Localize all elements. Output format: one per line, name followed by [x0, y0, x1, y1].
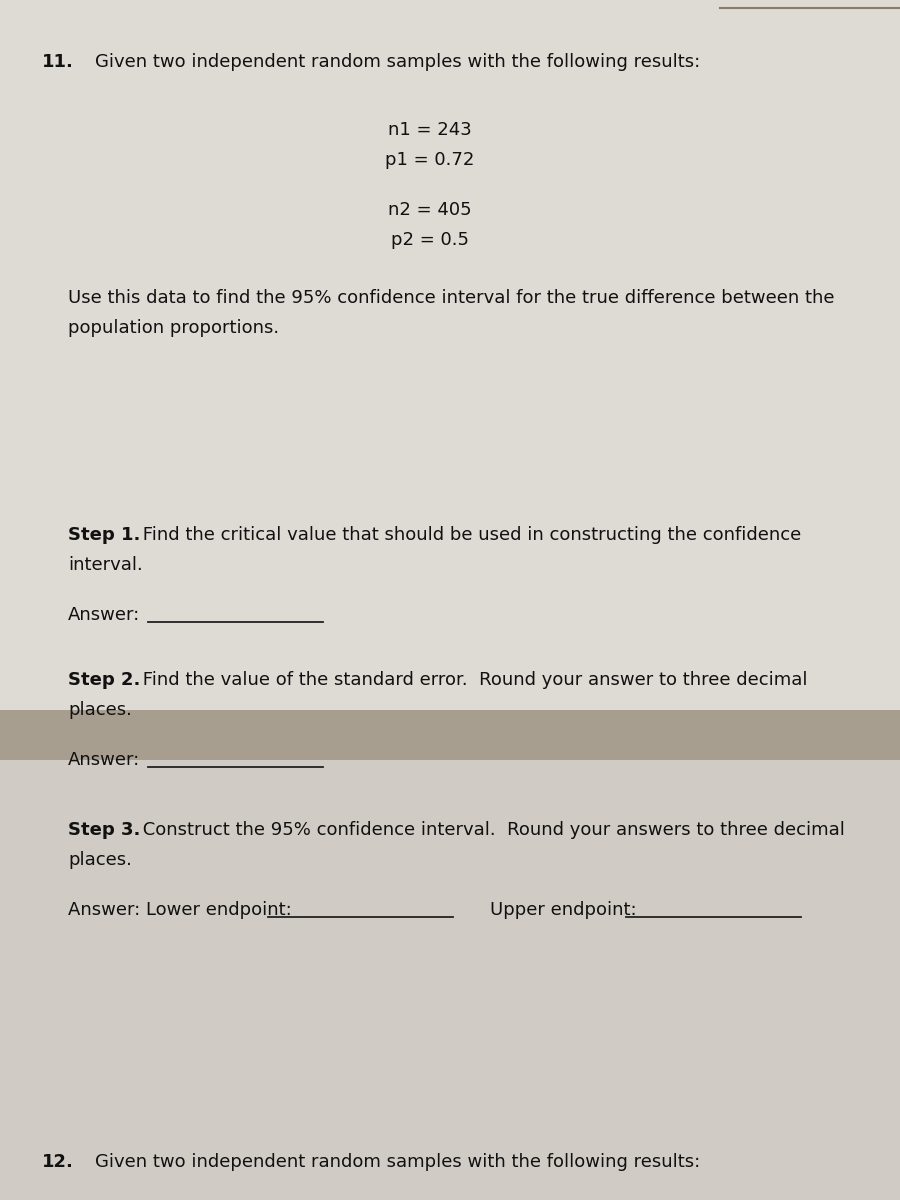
- Text: Answer:: Answer:: [68, 751, 140, 769]
- Text: Construct the 95% confidence interval.  Round your answers to three decimal: Construct the 95% confidence interval. R…: [137, 821, 845, 839]
- Text: places.: places.: [68, 701, 132, 719]
- Text: Step 3.: Step 3.: [68, 821, 140, 839]
- Text: p1 = 0.72: p1 = 0.72: [385, 151, 474, 169]
- Bar: [0, 755, 900, 1200]
- Text: Use this data to find the 95% confidence interval for the true difference betwee: Use this data to find the 95% confidence…: [68, 289, 834, 307]
- Text: 11.: 11.: [42, 53, 74, 71]
- Text: p2 = 0.5: p2 = 0.5: [391, 230, 469, 248]
- Text: Given two independent random samples with the following results:: Given two independent random samples wit…: [95, 53, 700, 71]
- Text: Answer: Lower endpoint:: Answer: Lower endpoint:: [68, 901, 292, 919]
- Text: Find the critical value that should be used in constructing the confidence: Find the critical value that should be u…: [137, 526, 801, 544]
- Text: places.: places.: [68, 851, 132, 869]
- Text: Given two independent random samples with the following results:: Given two independent random samples wit…: [95, 1153, 700, 1171]
- Text: interval.: interval.: [68, 556, 143, 574]
- Bar: [0, 0, 900, 720]
- Bar: [0, 710, 900, 760]
- Text: n1 = 243: n1 = 243: [388, 121, 472, 139]
- Text: Step 1.: Step 1.: [68, 526, 140, 544]
- Text: n2 = 405: n2 = 405: [388, 200, 472, 218]
- Text: population proportions.: population proportions.: [68, 319, 279, 337]
- Text: 12.: 12.: [42, 1153, 74, 1171]
- Text: Upper endpoint:: Upper endpoint:: [490, 901, 636, 919]
- Text: Step 2.: Step 2.: [68, 671, 140, 689]
- Text: Answer:: Answer:: [68, 606, 140, 624]
- Text: Find the value of the standard error.  Round your answer to three decimal: Find the value of the standard error. Ro…: [137, 671, 807, 689]
